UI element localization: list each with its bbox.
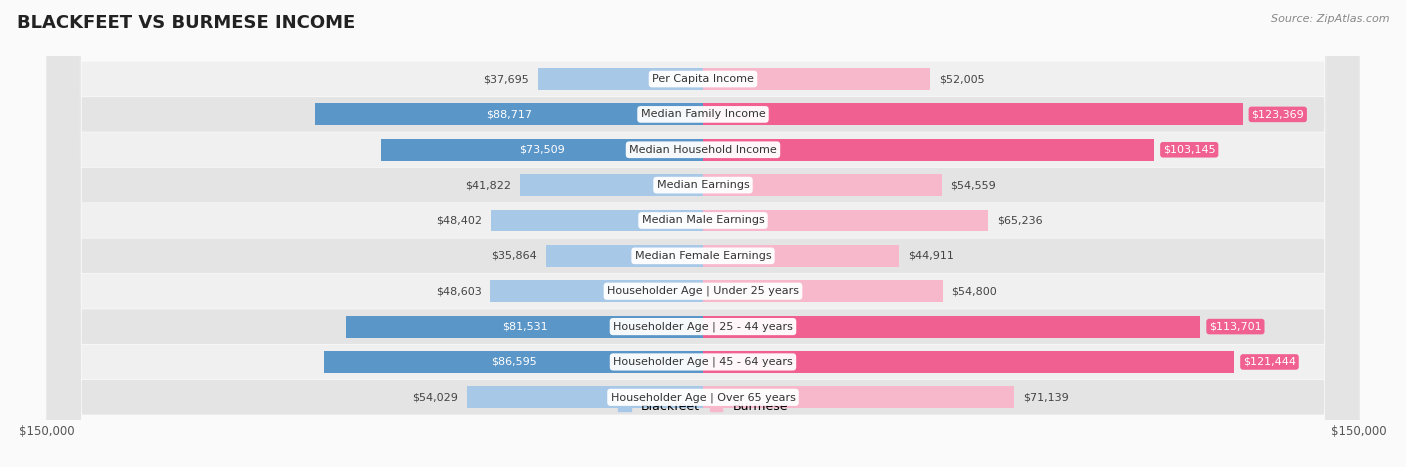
Bar <box>491 210 703 232</box>
Bar <box>703 103 1243 125</box>
Bar <box>703 351 1234 373</box>
FancyBboxPatch shape <box>46 0 1360 467</box>
Text: $54,559: $54,559 <box>950 180 997 190</box>
Text: $65,236: $65,236 <box>997 215 1043 226</box>
Bar <box>703 210 988 232</box>
Text: $54,029: $54,029 <box>412 392 458 402</box>
Bar <box>703 386 1014 408</box>
Text: $48,603: $48,603 <box>436 286 482 296</box>
Text: Median Earnings: Median Earnings <box>657 180 749 190</box>
Legend: Blackfeet, Burmese: Blackfeet, Burmese <box>613 395 793 417</box>
Text: $123,369: $123,369 <box>1251 109 1305 120</box>
Bar <box>346 316 703 338</box>
Bar <box>703 68 931 90</box>
Text: $54,800: $54,800 <box>952 286 997 296</box>
Text: $48,402: $48,402 <box>436 215 482 226</box>
Text: Householder Age | Under 25 years: Householder Age | Under 25 years <box>607 286 799 297</box>
Text: $41,822: $41,822 <box>465 180 512 190</box>
FancyBboxPatch shape <box>46 0 1360 467</box>
Bar <box>703 174 942 196</box>
Text: $35,864: $35,864 <box>492 251 537 261</box>
FancyBboxPatch shape <box>46 0 1360 467</box>
Text: $113,701: $113,701 <box>1209 322 1261 332</box>
Text: Source: ZipAtlas.com: Source: ZipAtlas.com <box>1271 14 1389 24</box>
Bar <box>703 280 942 302</box>
Text: $86,595: $86,595 <box>491 357 537 367</box>
FancyBboxPatch shape <box>46 0 1360 467</box>
Bar <box>491 280 703 302</box>
Text: Householder Age | 25 - 44 years: Householder Age | 25 - 44 years <box>613 321 793 332</box>
Text: $37,695: $37,695 <box>484 74 530 84</box>
FancyBboxPatch shape <box>46 0 1360 467</box>
Bar <box>520 174 703 196</box>
Text: Per Capita Income: Per Capita Income <box>652 74 754 84</box>
Bar <box>546 245 703 267</box>
Text: $121,444: $121,444 <box>1243 357 1296 367</box>
Text: $103,145: $103,145 <box>1163 145 1216 155</box>
Text: $71,139: $71,139 <box>1024 392 1069 402</box>
Bar <box>703 316 1201 338</box>
Text: $73,509: $73,509 <box>519 145 565 155</box>
FancyBboxPatch shape <box>46 0 1360 467</box>
Text: $52,005: $52,005 <box>939 74 984 84</box>
Bar <box>381 139 703 161</box>
Text: Median Female Earnings: Median Female Earnings <box>634 251 772 261</box>
Text: $44,911: $44,911 <box>908 251 955 261</box>
Bar <box>703 245 900 267</box>
Text: Householder Age | 45 - 64 years: Householder Age | 45 - 64 years <box>613 357 793 367</box>
Text: Median Family Income: Median Family Income <box>641 109 765 120</box>
Bar <box>325 351 703 373</box>
FancyBboxPatch shape <box>46 0 1360 467</box>
Text: Householder Age | Over 65 years: Householder Age | Over 65 years <box>610 392 796 403</box>
Text: $81,531: $81,531 <box>502 322 547 332</box>
Bar <box>538 68 703 90</box>
FancyBboxPatch shape <box>46 0 1360 467</box>
FancyBboxPatch shape <box>46 0 1360 467</box>
Text: Median Male Earnings: Median Male Earnings <box>641 215 765 226</box>
Bar <box>467 386 703 408</box>
Bar <box>315 103 703 125</box>
Text: $88,717: $88,717 <box>486 109 531 120</box>
Text: BLACKFEET VS BURMESE INCOME: BLACKFEET VS BURMESE INCOME <box>17 14 356 32</box>
Text: Median Household Income: Median Household Income <box>628 145 778 155</box>
FancyBboxPatch shape <box>46 0 1360 467</box>
Bar <box>703 139 1154 161</box>
